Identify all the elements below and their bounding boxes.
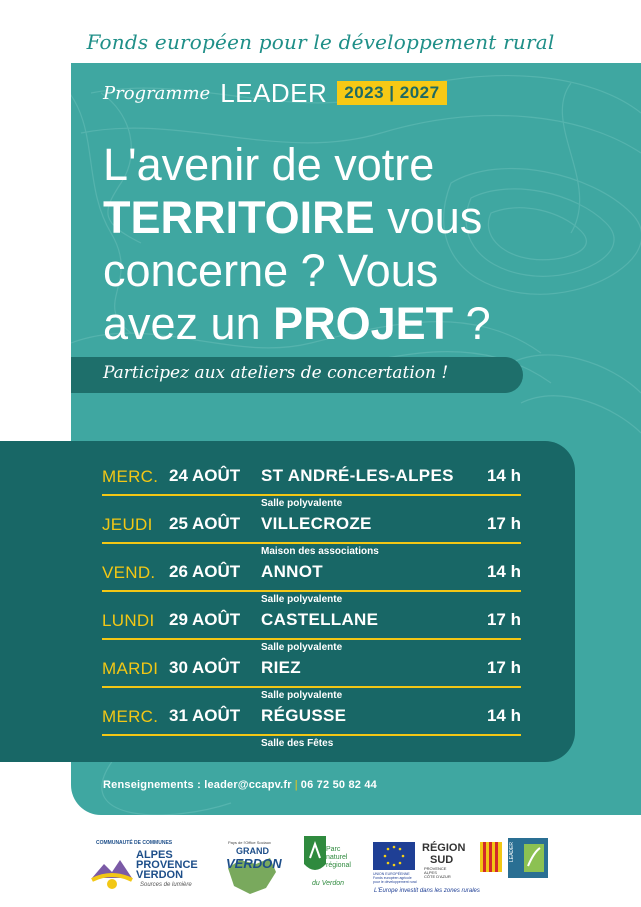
contact-separator: |: [294, 779, 298, 791]
row-hour: 14 h: [486, 466, 521, 485]
grand-verdon-map-icon: [228, 858, 276, 894]
row-day: LUNDI: [102, 611, 155, 630]
topographic-pattern: [71, 74, 641, 815]
row-hour: 14 h: [486, 562, 521, 581]
years-badge: 2023 | 2027: [337, 81, 447, 105]
region-l4: ALPES: [424, 870, 437, 875]
banner-text: Participez aux ateliers de concertation …: [103, 363, 449, 383]
region-l5: CÔTE D'AZUR: [424, 874, 451, 879]
row-underline: [102, 609, 521, 640]
headline: L'avenir de votre TERRITOIRE vous concer…: [103, 138, 603, 350]
parc-l2: naturel: [326, 854, 348, 861]
ccapv-verdon: VERDON: [136, 869, 184, 881]
parc-l3: régional: [326, 862, 351, 869]
row-day: MARDI: [102, 659, 159, 678]
ccapv-provence: PROVENCE: [136, 859, 198, 871]
eu-l3: pour le développement rural: [373, 880, 417, 884]
row-date: 25 AOÛT: [169, 514, 241, 533]
row-venue: Salle des Fêtes: [261, 738, 334, 749]
eu-logo: UNION EUROPÉENNE Fonds européen agricole…: [373, 840, 417, 885]
row-date: 24 AOÛT: [169, 466, 241, 485]
row-underline: [102, 561, 521, 592]
row-town: RIEZ: [261, 658, 301, 677]
leader-leaf-icon: [508, 838, 548, 878]
headline-line-4: avez un PROJET ?: [103, 297, 603, 350]
row-venue: Maison des associations: [261, 546, 379, 557]
eu-l2: Fonds européen agricole: [373, 876, 412, 880]
row-venue: Salle polyvalente: [261, 498, 343, 509]
programme-line: Programme LEADER 2023 | 2027: [103, 77, 447, 108]
mountain-icon: [91, 860, 133, 889]
row-date: 30 AOÛT: [169, 658, 241, 677]
row-venue: Salle polyvalente: [261, 594, 343, 605]
contact-line: Renseignements : leader@ccapv.fr | 06 72 5…: [103, 779, 377, 791]
region-sud-logo: RÉGION SUD PROVENCE ALPES CÔTE D'AZUR: [422, 840, 502, 885]
leader-logo-text: LEADER: [509, 842, 515, 863]
grand-verdon-logo: Pays de l'Office Sociaux GRAND VERDON: [220, 838, 282, 900]
headline-vous: vous: [374, 192, 483, 243]
contact-email: Renseignements : leader@ccapv.fr: [103, 779, 292, 791]
headline-projet: PROJET: [273, 298, 454, 349]
region-l3: PROVENCE: [424, 866, 447, 871]
row-town: ANNOT: [261, 562, 323, 581]
grand-verdon-verdon: VERDON: [226, 856, 282, 871]
row-hour: 17 h: [486, 658, 521, 677]
headline-line-1: L'avenir de votre: [103, 139, 435, 190]
region-l1: RÉGION: [422, 842, 466, 854]
logo-strip: COMMUNAUTÉ DE COMMUNES ALPES PROVENCE VE…: [0, 830, 641, 907]
row-underline: [102, 465, 521, 496]
row-town: RÉGUSSE: [261, 706, 347, 725]
grand-verdon-small: Pays de l'Office Sociaux: [228, 840, 271, 845]
leader-logo: LEADER: [508, 838, 548, 878]
row-day: VEND.: [102, 563, 156, 582]
row-underline: [102, 513, 521, 544]
region-shield-icon: [480, 842, 502, 872]
region-l2: SUD: [430, 854, 454, 866]
ccapv-alpes: ALPES: [136, 849, 173, 861]
row-day: MERC.: [102, 707, 159, 726]
row-underline: [102, 705, 521, 736]
row-date: 26 AOÛT: [169, 562, 241, 581]
row-hour: 17 h: [486, 514, 521, 533]
fund-title: Fonds européen pour le développement rur…: [86, 30, 555, 54]
grand-verdon-grand: GRAND: [236, 846, 269, 856]
headline-avez-un: avez un: [103, 298, 274, 349]
headline-territoire: TERRITOIRE: [103, 192, 375, 243]
ccapv-logo: COMMUNAUTÉ DE COMMUNES ALPES PROVENCE VE…: [90, 840, 205, 895]
parc-l4: du Verdon: [312, 880, 345, 887]
headline-line-2: TERRITOIRE vous: [103, 191, 603, 244]
row-date: 31 AOÛT: [169, 706, 241, 725]
row-venue: Salle polyvalente: [261, 642, 343, 653]
row-hour: 17 h: [486, 610, 521, 629]
headline-line-3: concerne ? Vous: [103, 245, 439, 296]
banner-bar: [71, 357, 523, 393]
parc-verdon-logo: Parc naturel régional du Verdon: [300, 834, 351, 904]
row-underline: [102, 657, 521, 688]
eu-tagline: L'Europe investit dans les zones rurales: [374, 888, 480, 894]
ccapv-sub: Sources de lumière: [140, 882, 192, 888]
parc-l1: Parc: [326, 846, 341, 853]
row-date: 29 AOÛT: [169, 610, 241, 629]
ccapv-top: COMMUNAUTÉ DE COMMUNES: [96, 840, 173, 846]
row-day: JEUDI: [102, 515, 153, 534]
row-town: ST ANDRÉ-LES-ALPES: [261, 466, 454, 485]
eu-flag-icon: [373, 842, 415, 870]
row-town: VILLECROZE: [261, 514, 372, 533]
leader-label: LEADER: [220, 77, 328, 108]
row-day: MERC.: [102, 467, 159, 486]
eu-l1: UNION EUROPÉENNE: [373, 872, 410, 876]
headline-question: ?: [453, 298, 491, 349]
programme-label: Programme: [103, 82, 211, 104]
parc-leaf-icon: [304, 836, 326, 870]
contact-phone: 06 72 50 82 44: [300, 779, 377, 791]
row-town: CASTELLANE: [261, 610, 379, 629]
row-hour: 14 h: [486, 706, 521, 725]
row-venue: Salle polyvalente: [261, 690, 343, 701]
